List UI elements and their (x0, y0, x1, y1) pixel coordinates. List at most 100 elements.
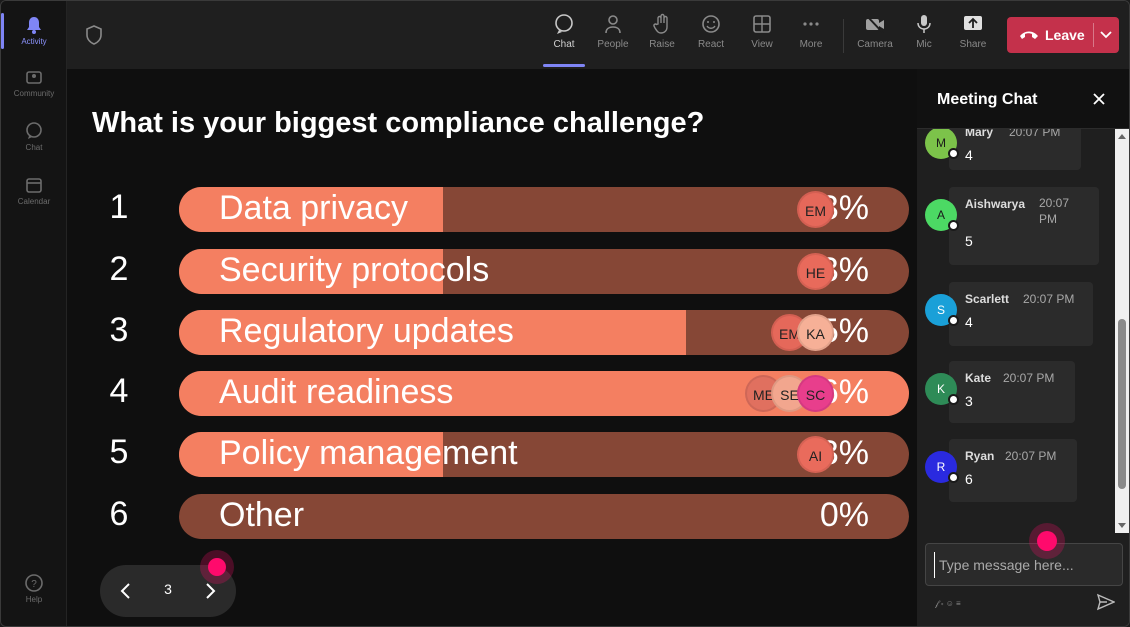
toolbar-react-button[interactable]: React (688, 11, 734, 61)
message-author: Aishwarya (965, 197, 1026, 211)
leave-label: Leave (1045, 27, 1085, 43)
chat-message: Mary 20:07 PM 4 (949, 129, 1081, 170)
toolbar-label: Mic (916, 39, 932, 50)
toolbar-label: People (597, 39, 629, 50)
emoji-icon[interactable]: ☺ (945, 599, 956, 608)
message-input[interactable] (934, 552, 1114, 578)
chat-message: Scarlett 20:07 PM 4 (949, 282, 1093, 346)
rail-item-help[interactable]: ? Help (5, 565, 63, 613)
message-author: Kate (965, 371, 992, 385)
toolbar-label: Raise (649, 39, 675, 50)
poll-option-bar[interactable]: Audit readiness 36% ME SE SC (179, 371, 909, 416)
toolbar-people-button[interactable]: People (590, 11, 636, 61)
shield-icon[interactable] (85, 25, 103, 45)
poll-option-fill (179, 249, 443, 294)
scroll-up-icon[interactable] (1118, 133, 1126, 139)
mic-icon (917, 15, 931, 33)
poll-option-fill (179, 432, 443, 477)
toolbar-label: Chat (553, 39, 575, 50)
poll-option-fill (179, 310, 686, 355)
presence-dot (948, 472, 959, 483)
rail-item-label: Chat (25, 143, 43, 152)
option-number: 6 (109, 495, 129, 533)
chevron-down-icon[interactable] (1099, 27, 1113, 41)
toolbar-label: Camera (857, 39, 893, 50)
avatar[interactable]: K (925, 373, 959, 405)
voter-avatars: ME SE SC (745, 375, 834, 412)
presence-dot (948, 394, 959, 405)
poll-option-label: Regulatory updates (219, 312, 514, 350)
avatar[interactable]: M (925, 129, 959, 159)
scrollbar-thumb[interactable] (1118, 319, 1126, 489)
chevron-left-icon[interactable] (116, 579, 136, 603)
community-icon (26, 71, 42, 84)
chat-message: Ryan 20:07 PM 6 (949, 439, 1077, 502)
rail-item-activity[interactable]: Activity (1, 7, 63, 55)
phone-hangup-icon (1020, 31, 1038, 39)
message-time: 20:07 PM (1005, 449, 1057, 463)
toolbar-label: More (799, 39, 823, 50)
poll-option-fill (179, 187, 443, 232)
message-text: 6 (965, 471, 973, 487)
message-author: Mary (965, 129, 994, 139)
close-icon[interactable] (1091, 91, 1107, 107)
cursor-indicator (1037, 531, 1057, 551)
page-number: 3 (164, 581, 172, 597)
send-icon[interactable] (1097, 593, 1115, 611)
chevron-right-icon[interactable] (200, 579, 220, 603)
rail-item-community[interactable]: Community (5, 59, 63, 107)
chat-message: Kate 20:07 PM 3 (949, 361, 1075, 423)
avatar[interactable]: A (925, 199, 959, 231)
voter-avatar: HE (797, 253, 834, 290)
toolbar-raise-button[interactable]: Raise (639, 11, 685, 61)
avatar[interactable]: S (925, 294, 959, 326)
voter-avatar: AI (797, 436, 834, 473)
poll-option-percent: 0% (819, 496, 869, 534)
ellipsis-icon (803, 22, 819, 26)
option-number: 5 (109, 433, 129, 471)
avatar-initial: R (936, 460, 946, 474)
message-text: 4 (965, 314, 973, 330)
rail-item-chat[interactable]: Chat (5, 113, 63, 161)
toolbar-view-button[interactable]: View (739, 11, 785, 61)
poll-option-bar[interactable]: Other 0% (179, 494, 909, 539)
toolbar-chat-button[interactable]: Chat (541, 11, 587, 67)
voter-avatar: SC (797, 375, 834, 412)
format-icon[interactable]: 𝒻 (935, 599, 941, 608)
gif-icon[interactable]: ≡ (955, 599, 963, 608)
poll-pager: 3 (100, 565, 236, 617)
rail-item-label: Activity (21, 37, 47, 46)
toolbar-label: Share (959, 39, 987, 50)
rail-item-label: Calendar (17, 197, 51, 206)
meeting-toolbar: Chat People Raise React View More Camera (67, 1, 1129, 69)
poll-option-bar[interactable]: Regulatory updates 25% EM KA (179, 310, 909, 355)
toolbar-label: React (697, 39, 725, 50)
toolbar-mic-button[interactable]: Mic (901, 11, 947, 61)
toolbar-share-button[interactable]: Share (950, 11, 996, 61)
leave-divider (1093, 23, 1094, 47)
chat-header: Meeting Chat (917, 69, 1129, 129)
voter-avatar: KA (797, 314, 834, 351)
rail-item-calendar[interactable]: Calendar (5, 167, 63, 215)
poll-option-bar[interactable]: Security protocols 13% HE (179, 249, 909, 294)
option-number: 4 (109, 372, 129, 410)
avatar-initial: K (936, 382, 945, 396)
chat-scrollbar[interactable] (1115, 129, 1129, 533)
toolbar-camera-button[interactable]: Camera (852, 11, 898, 61)
meeting-chat-panel: Meeting Chat Mary 20:07 PM 4 M Aishwarya 20:0… (917, 69, 1129, 626)
poll-option-label: Other (219, 496, 305, 534)
format-toolbar: 𝒻∘☺≡ (935, 599, 963, 609)
attach-icon[interactable]: ∘ (940, 599, 946, 608)
voter-avatars: AI (797, 436, 834, 473)
poll-option-bar[interactable]: Data privacy 13% EM (179, 187, 909, 232)
camera-off-icon (866, 15, 884, 34)
leave-button[interactable]: Leave (1007, 17, 1119, 53)
scroll-down-icon[interactable] (1118, 523, 1126, 529)
toolbar-more-button[interactable]: More (788, 11, 834, 61)
cursor-indicator (208, 558, 226, 576)
chat-message-list[interactable]: Mary 20:07 PM 4 M Aishwarya 20:07 PM 5 A Scarlet… (917, 129, 1113, 533)
app-rail: Activity Community Chat Calendar ? Help (1, 1, 67, 626)
poll-option-bar[interactable]: Policy management 13% AI (179, 432, 909, 477)
avatar[interactable]: R (925, 451, 959, 483)
smile-icon (702, 15, 720, 33)
